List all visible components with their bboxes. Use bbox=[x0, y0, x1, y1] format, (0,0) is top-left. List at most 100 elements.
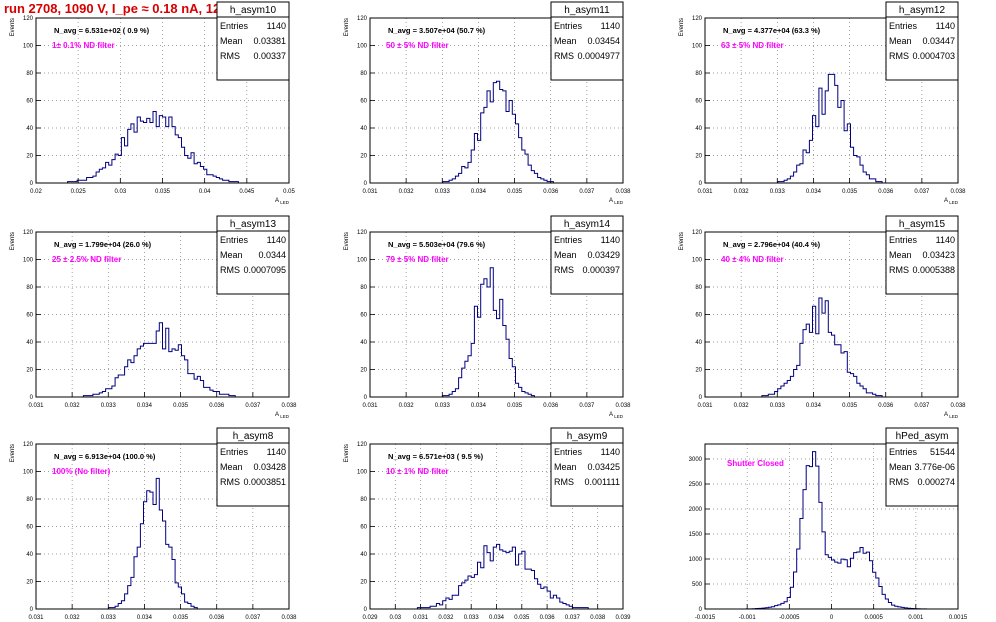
stats-label: RMS bbox=[889, 477, 909, 487]
stats-title: h_asym12 bbox=[899, 5, 946, 16]
y-tick-label: 80 bbox=[695, 285, 702, 291]
navg-label: N_avg = 1.799e+04 (26.0 %) bbox=[54, 240, 152, 249]
y-axis-label: Events bbox=[679, 18, 685, 36]
stats-value: 1140 bbox=[267, 447, 286, 457]
y-tick-label: 120 bbox=[23, 16, 34, 22]
x-tick-label: 0.031 bbox=[413, 615, 429, 621]
y-tick-label: 100 bbox=[357, 44, 368, 50]
stats-value: 0.03423 bbox=[922, 250, 955, 260]
y-tick-label: 0 bbox=[699, 181, 703, 187]
y-tick-label: 2000 bbox=[689, 507, 703, 513]
x-tick-label: 0.032 bbox=[65, 615, 81, 621]
y-tick-label: 60 bbox=[695, 313, 702, 319]
y-tick-label: 40 bbox=[695, 126, 702, 132]
y-tick-label: 3000 bbox=[689, 457, 703, 463]
x-tick-label: 0.02 bbox=[30, 189, 42, 195]
y-tick-label: 0 bbox=[364, 395, 368, 401]
filter-annotation: 1± 0.1% ND filter bbox=[52, 41, 115, 50]
y-tick-label: 80 bbox=[360, 285, 367, 291]
stats-value: 0.00337 bbox=[253, 51, 286, 61]
y-tick-label: 60 bbox=[695, 99, 702, 105]
x-tick-label: 0.035 bbox=[173, 615, 189, 621]
stats-label: Mean bbox=[220, 36, 243, 46]
x-tick-label: 0.034 bbox=[806, 189, 822, 195]
stats-label: Entries bbox=[220, 21, 249, 31]
x-tick-label: 0.035 bbox=[507, 403, 523, 409]
y-tick-label: 20 bbox=[26, 368, 33, 374]
y-tick-label: 80 bbox=[695, 71, 702, 77]
histogram-panel-h_asym14: 0.031 0.032 0.033 0.034 0.035 0.036 0.037 0.038… bbox=[344, 215, 631, 419]
histogram-series-hPed_asym bbox=[705, 451, 958, 610]
y-axis-label: Events bbox=[10, 444, 16, 462]
stats-title: h_asym9 bbox=[567, 431, 608, 442]
x-axis-label: A LED bbox=[944, 412, 959, 419]
x-tick-label: 0.03 bbox=[114, 189, 126, 195]
x-tick-label: 0.033 bbox=[464, 615, 480, 621]
histogram-panel-h_asym12: 0.031 0.032 0.033 0.034 0.035 0.036 0.037 0.038… bbox=[679, 1, 966, 205]
histogram-panel-h_asym9: 0.029 0.03 0.031 0.032 0.033 0.034 0.035 0.036 0… bbox=[344, 427, 631, 621]
stats-box: h_asym9 Entries 1140 Mean 0.03425 RMS 0.001111 bbox=[550, 427, 624, 507]
x-tick-label: 0.038 bbox=[615, 403, 631, 409]
x-tick-label: 0.032 bbox=[399, 403, 415, 409]
y-tick-label: 0 bbox=[30, 395, 34, 401]
y-tick-label: 60 bbox=[360, 99, 367, 105]
y-tick-label: 20 bbox=[695, 368, 702, 374]
x-tick-label: 0.045 bbox=[239, 189, 255, 195]
stats-label: Mean bbox=[554, 250, 577, 260]
x-tick-label: 0.033 bbox=[770, 403, 786, 409]
y-tick-label: 60 bbox=[26, 313, 33, 319]
navg-label: N_avg = 6.571e+03 ( 9.5 %) bbox=[388, 452, 484, 461]
histogram-panel-hPed_asym: -0.0015 -0.001 -0.0005 0 0.0005 0.001 0.0015 0 5… bbox=[689, 427, 968, 621]
stats-value: 1140 bbox=[601, 21, 620, 31]
filter-annotation: 10 ± 1% ND filter bbox=[386, 467, 449, 476]
x-tick-label: 0.035 bbox=[842, 403, 858, 409]
x-tick-label: 0.032 bbox=[734, 189, 750, 195]
x-tick-label: 0.036 bbox=[209, 615, 225, 621]
stats-value: 1140 bbox=[936, 235, 955, 245]
x-tick-label: 0.025 bbox=[71, 189, 87, 195]
y-tick-label: 40 bbox=[360, 340, 367, 346]
stats-label: Mean bbox=[889, 462, 912, 472]
x-tick-label: 0.032 bbox=[399, 189, 415, 195]
navg-label: N_avg = 6.913e+04 (100.0 %) bbox=[54, 452, 156, 461]
y-tick-label: 60 bbox=[26, 99, 33, 105]
stats-title: h_asym15 bbox=[899, 219, 946, 230]
stats-value: 0.0005388 bbox=[912, 265, 955, 275]
stats-title: h_asym13 bbox=[230, 219, 277, 230]
x-tick-label: 0.038 bbox=[281, 615, 297, 621]
stats-value: 0.0003851 bbox=[243, 477, 286, 487]
y-tick-label: 20 bbox=[26, 580, 33, 586]
y-tick-label: 20 bbox=[26, 154, 33, 160]
y-tick-label: 500 bbox=[692, 582, 703, 588]
stats-title: h_asym10 bbox=[230, 5, 277, 16]
stats-value: 0.001111 bbox=[584, 477, 620, 487]
stats-value: 0.03447 bbox=[922, 36, 955, 46]
stats-value: 1140 bbox=[601, 447, 620, 457]
y-tick-label: 0 bbox=[30, 607, 34, 613]
histogram-series-h_asym11 bbox=[370, 80, 623, 184]
x-tick-label: 0.034 bbox=[137, 615, 153, 621]
stats-label: Mean bbox=[889, 36, 912, 46]
y-tick-label: 100 bbox=[23, 258, 34, 264]
x-tick-label: 0.038 bbox=[281, 403, 297, 409]
x-tick-label: 0.036 bbox=[543, 403, 559, 409]
x-tick-label: 0.032 bbox=[65, 403, 81, 409]
y-tick-label: 40 bbox=[26, 340, 33, 346]
x-tick-label: 0.034 bbox=[806, 403, 822, 409]
stats-value: 0.03381 bbox=[253, 36, 286, 46]
stats-label: Entries bbox=[554, 447, 583, 457]
y-tick-label: 80 bbox=[26, 285, 33, 291]
stats-label: Entries bbox=[220, 235, 249, 245]
stats-value: 1140 bbox=[936, 21, 955, 31]
y-tick-label: 120 bbox=[692, 230, 703, 236]
filter-annotation: 79 ± 5% ND filter bbox=[386, 255, 449, 264]
histogram-panel-h_asym10: 0.02 0.025 0.03 0.035 0.04 0.045 0.05 0 20 40 60 80… bbox=[10, 1, 295, 205]
x-tick-label: 0.031 bbox=[362, 403, 378, 409]
stats-label: Entries bbox=[554, 235, 583, 245]
x-tick-label: 0.033 bbox=[101, 403, 117, 409]
stats-value: 1140 bbox=[601, 235, 620, 245]
stats-label: RMS bbox=[554, 51, 574, 61]
x-tick-label: 0.036 bbox=[540, 615, 556, 621]
y-axis-label: Events bbox=[679, 232, 685, 250]
